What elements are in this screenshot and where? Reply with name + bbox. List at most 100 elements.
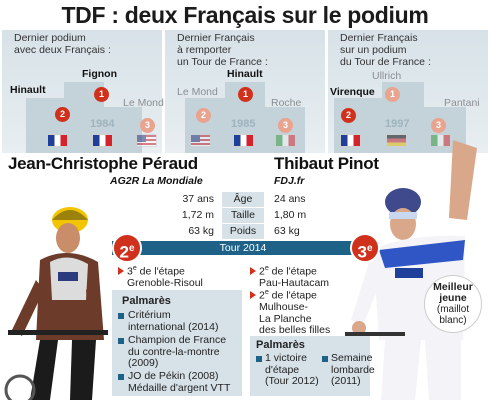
arrow-right-icon (118, 266, 124, 275)
stage-rank: 2 (259, 289, 265, 302)
palmares-item: JO de Pékin (2008) Médaille d'argent VTT (128, 370, 231, 394)
palmares-line: (2009) (128, 357, 159, 369)
palmares-line: international (2014) (128, 320, 219, 333)
rank-number: 3 (357, 242, 367, 262)
stat-left-value: 37 ans (182, 193, 214, 205)
stat-right-value: 1,80 m (274, 209, 307, 221)
podium-panel-1985: Dernier Français à remporter un Tour de … (165, 30, 325, 153)
podium-panel-1997: Dernier Français sur un podium du Tour d… (328, 30, 488, 153)
rank-2-badge: 2 (55, 107, 70, 122)
rank-left-badge: 2e (112, 233, 142, 263)
second-place-name: Le Mond (177, 86, 218, 98)
palmares-line: 1 victoire (265, 352, 308, 364)
stage-name: des belles filles (259, 324, 331, 336)
caption-line: à remporter (177, 44, 232, 56)
bullet-icon (118, 338, 124, 344)
right-stage-result-1: 2e de l'étape Pau-Hautacam (250, 263, 360, 290)
rank-1-badge: 1 (385, 87, 400, 102)
france-flag-icon (340, 134, 361, 147)
stat-left-value: 63 kg (188, 225, 214, 237)
rider-left-name: Jean-Christophe Péraud (8, 154, 198, 173)
stage-name: Pau-Hautacam (259, 277, 330, 289)
rank-3-badge: 3 (278, 118, 293, 133)
palmares-item: 1 victoire d'étape (Tour 2012) (265, 352, 319, 388)
france-flag-icon (92, 134, 113, 147)
second-place-name: Hinault (10, 84, 46, 96)
stat-label: Poids (222, 224, 264, 239)
first-place-name: Ullrich (372, 70, 402, 82)
second-place-name: Virenque (330, 86, 375, 98)
rank-2-badge: 2 (341, 108, 356, 123)
right-stage-result-2: 2e de l'étape Mulhouse- La Planche des b… (250, 287, 360, 337)
usa-flag-icon (136, 134, 157, 147)
stage-rank-suffix: e (132, 265, 137, 272)
arrow-right-icon (250, 290, 256, 299)
stage-text: de l'étape (271, 289, 317, 302)
stage-text: de l'étape (271, 265, 317, 278)
rank-3-badge: 3 (140, 118, 155, 133)
podium-year: 1984 (90, 118, 115, 130)
palmares-item: Critérium international (2014) (128, 309, 219, 333)
caption-line: sur un podium (340, 44, 407, 56)
rank-3-badge: 3 (431, 118, 446, 133)
france-flag-icon (233, 134, 254, 147)
tour-2014-bar: Tour 2014 (112, 241, 374, 255)
left-palmares-box (112, 290, 242, 396)
france-flag-icon (47, 134, 68, 147)
usa-flag-icon (190, 134, 211, 147)
palmares-item: Semaine lombarde (2011) (331, 352, 375, 388)
rank-1-badge: 1 (238, 87, 253, 102)
palmares-line: JO de Pékin (2008) (128, 370, 219, 382)
third-place-name: Roche (271, 97, 302, 109)
caption-line: un Tour de France : (177, 56, 268, 68)
badge-note: (maillot (436, 304, 470, 315)
panel-caption: Dernier podium avec deux Français : (14, 32, 111, 56)
palmares-line: Semaine (331, 352, 373, 364)
panel-caption: Dernier Français sur un podium du Tour d… (340, 32, 431, 68)
best-young-rider-badge: Meilleur jeune (maillot blanc) (424, 275, 482, 333)
stage-text: de l'étape (139, 265, 185, 278)
palmares-line: (2011) (331, 375, 361, 387)
stage-rank: 2 (259, 265, 265, 278)
rank-number: 2 (119, 242, 129, 262)
palmares-item: Champion de France du contre-la-montre (… (128, 334, 226, 370)
caption-line: du Tour de France : (340, 56, 431, 68)
palmares-line: Critérium (128, 309, 171, 321)
stage-rank-suffix: e (264, 265, 269, 272)
first-place-name: Hinault (227, 68, 263, 80)
third-place-name: Pantani (444, 97, 480, 109)
badge-title: jeune (439, 292, 467, 304)
arrow-right-icon (250, 266, 256, 275)
palmares-line: d'étape (265, 363, 300, 376)
third-place-name: Le Mond (123, 97, 164, 109)
stage-name: La Planche (259, 312, 312, 325)
bullet-icon (322, 356, 328, 362)
stat-row-age: 37 ans Âge 24 ans (144, 192, 340, 207)
first-place-name: Fignon (82, 68, 117, 80)
badge-title: Meilleur (433, 281, 473, 293)
stage-rank-suffix: e (264, 289, 269, 296)
right-palmares-box (250, 336, 370, 396)
stage-name: Grenoble-Risoul (127, 277, 203, 289)
stat-label: Âge (222, 192, 264, 207)
stat-label: Taille (222, 208, 264, 223)
rider-right-team: FDJ.fr (274, 175, 305, 187)
rank-suffix: e (128, 243, 135, 254)
stat-left-value: 1,72 m (181, 209, 214, 221)
stage-rank: 3 (127, 265, 133, 278)
germany-flag-icon (386, 134, 407, 147)
stage-name: Mulhouse- (259, 301, 309, 313)
rank-1-badge: 1 (94, 87, 109, 102)
left-stage-result: 3e de l'étape Grenoble-Risoul (118, 263, 238, 290)
cyclist-illustration (4, 207, 108, 400)
palmares-line: Médaille d'argent VTT (128, 381, 231, 394)
podium-year: 1985 (231, 118, 256, 130)
bullet-icon (118, 313, 124, 319)
ireland-flag-icon (275, 134, 296, 147)
podium-panel-1984: Dernier podium avec deux Français : Fign… (2, 30, 164, 153)
stat-row-height: 1,72 m Taille 1,80 m (144, 208, 340, 223)
rider-left-photo (0, 190, 110, 400)
stat-right-value: 63 kg (274, 225, 300, 237)
palmares-line: du contre-la-montre (128, 345, 220, 358)
bullet-icon (256, 356, 262, 362)
